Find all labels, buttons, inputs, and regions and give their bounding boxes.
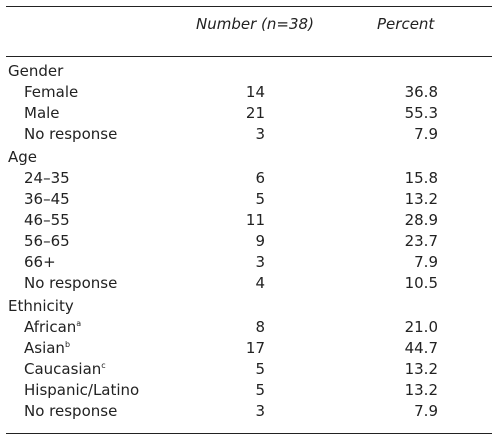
percent-cell: 36.8 xyxy=(404,83,438,101)
footnote-marker: c xyxy=(101,361,106,370)
table-row: Asianb 17 44.7 xyxy=(0,338,498,359)
number-eq: = xyxy=(276,15,289,33)
table-row: 56–65 9 23.7 xyxy=(0,231,498,252)
percent-cell: 13.2 xyxy=(404,360,438,378)
number-cell: 11 xyxy=(245,211,265,229)
number-cell: 21 xyxy=(245,104,265,122)
table-bottom-rule xyxy=(6,433,492,434)
section-heading: Gender xyxy=(0,61,498,82)
section-title: Gender xyxy=(8,62,64,80)
percent-cell: 7.9 xyxy=(414,402,438,420)
row-label-cell: Asianb xyxy=(24,338,70,359)
percent-cell: 44.7 xyxy=(404,339,438,357)
number-cell: 5 xyxy=(255,190,265,208)
table-row: No response 4 10.5 xyxy=(0,273,498,294)
row-label: Hispanic/Latino xyxy=(24,381,140,399)
table-row: Hispanic/Latino 5 13.2 xyxy=(0,380,498,401)
number-label: Number (n xyxy=(196,15,277,33)
row-label: Asian xyxy=(24,339,65,357)
table-row: Male 21 55.3 xyxy=(0,103,498,124)
table-row: 24–35 6 15.8 xyxy=(0,168,498,189)
row-label: Female xyxy=(24,83,79,101)
percent-cell: 21.0 xyxy=(404,318,438,336)
row-label: African xyxy=(24,318,77,336)
table-row: Africana 8 21.0 xyxy=(0,317,498,338)
column-header-percent: Percent xyxy=(377,15,434,33)
footnote-marker: a xyxy=(76,319,82,328)
section-heading: Ethnicity xyxy=(0,296,498,317)
percent-cell: 13.2 xyxy=(404,190,438,208)
row-label-cell: Male xyxy=(24,103,60,124)
row-label-cell: Female xyxy=(24,82,78,103)
number-cell: 3 xyxy=(255,125,265,143)
number-cell: 4 xyxy=(255,274,265,292)
row-label: No response xyxy=(24,125,118,143)
number-cell: 9 xyxy=(255,232,265,250)
percent-cell: 15.8 xyxy=(404,169,438,187)
percent-cell: 23.7 xyxy=(404,232,438,250)
footnote-marker: b xyxy=(64,340,71,349)
table-row: Caucasianc 5 13.2 xyxy=(0,359,498,380)
percent-cell: 28.9 xyxy=(404,211,438,229)
number-cell: 17 xyxy=(245,339,265,357)
number-n: 38 xyxy=(288,15,309,33)
section-heading: Age xyxy=(0,147,498,168)
number-close: ) xyxy=(308,15,314,33)
row-label: 36–45 xyxy=(24,190,70,208)
row-label: Caucasian xyxy=(24,360,102,378)
header-rule xyxy=(6,56,492,57)
table-row: Female 14 36.8 xyxy=(0,82,498,103)
row-label-cell: 36–45 xyxy=(24,189,70,210)
row-label-cell: Caucasianc xyxy=(24,359,106,380)
row-label: 46–55 xyxy=(24,211,70,229)
percent-cell: 7.9 xyxy=(414,125,438,143)
percent-label: Percent xyxy=(377,15,435,33)
section-title: Age xyxy=(8,148,38,166)
row-label-cell: No response xyxy=(24,401,117,422)
number-cell: 14 xyxy=(245,83,265,101)
number-cell: 3 xyxy=(255,402,265,420)
table-top-rule xyxy=(6,6,492,7)
number-cell: 5 xyxy=(255,381,265,399)
row-label: 66+ xyxy=(24,253,56,271)
number-cell: 6 xyxy=(255,169,265,187)
percent-cell: 55.3 xyxy=(404,104,438,122)
table-row: 46–55 11 28.9 xyxy=(0,210,498,231)
row-label: Male xyxy=(24,104,60,122)
row-label-cell: Africana xyxy=(24,317,81,338)
row-label-cell: 66+ xyxy=(24,252,56,273)
number-cell: 5 xyxy=(255,360,265,378)
row-label: No response xyxy=(24,274,118,292)
table-row: 66+ 3 7.9 xyxy=(0,252,498,273)
row-label: 24–35 xyxy=(24,169,70,187)
row-label: No response xyxy=(24,402,118,420)
row-label: 56–65 xyxy=(24,232,70,250)
percent-cell: 13.2 xyxy=(404,381,438,399)
row-label-cell: 24–35 xyxy=(24,168,70,189)
number-cell: 8 xyxy=(255,318,265,336)
percent-cell: 7.9 xyxy=(414,253,438,271)
row-label-cell: No response xyxy=(24,273,117,294)
column-header-number: Number (n=38) xyxy=(196,15,314,33)
table-row: No response 3 7.9 xyxy=(0,124,498,145)
row-label-cell: Hispanic/Latino xyxy=(24,380,139,401)
number-cell: 3 xyxy=(255,253,265,271)
row-label-cell: 46–55 xyxy=(24,210,70,231)
row-label-cell: No response xyxy=(24,124,117,145)
table-row: 36–45 5 13.2 xyxy=(0,189,498,210)
table-row: No response 3 7.9 xyxy=(0,401,498,422)
row-label-cell: 56–65 xyxy=(24,231,70,252)
section-title: Ethnicity xyxy=(8,297,74,315)
percent-cell: 10.5 xyxy=(404,274,438,292)
